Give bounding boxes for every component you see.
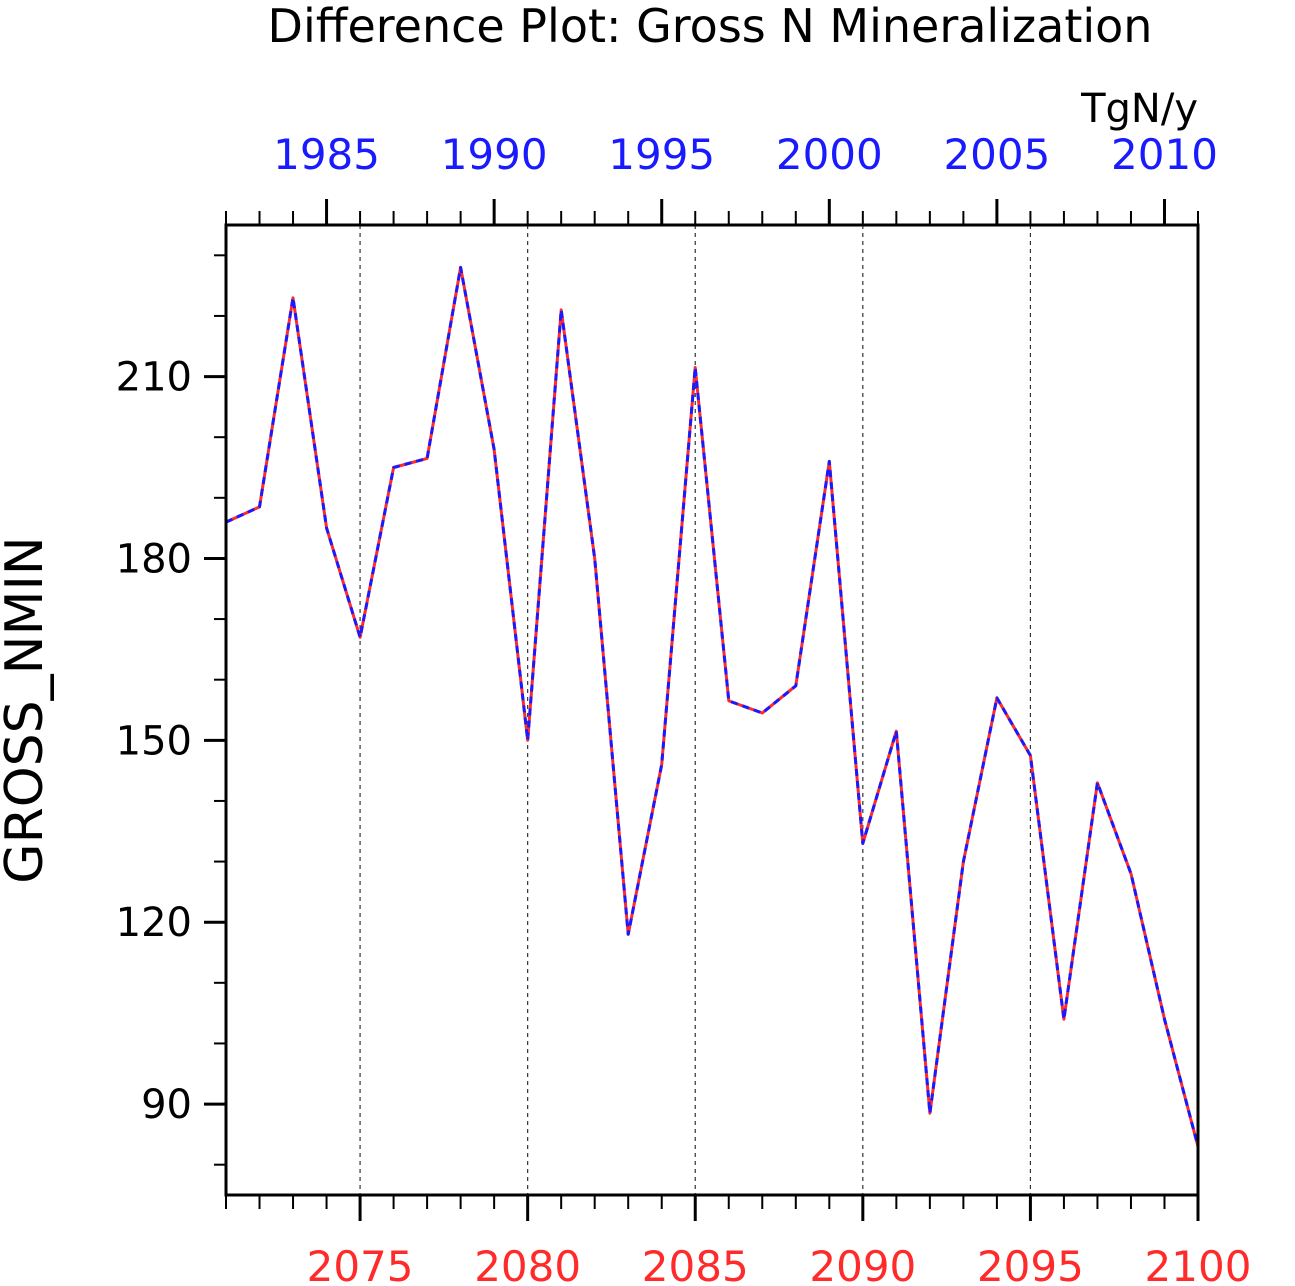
top-tick-label: 1985 bbox=[273, 130, 380, 179]
plot-frame bbox=[224, 223, 1200, 1197]
bottom-axis-labels: 2075 2080 2085 2090 2095 2100 bbox=[307, 1242, 1252, 1286]
bottom-tick-label: 2080 bbox=[474, 1242, 581, 1286]
y-tick-labels: 90 120 150 180 210 bbox=[116, 355, 192, 1129]
series-layer bbox=[225, 265, 1200, 1147]
chart-title: Difference Plot: Gross N Mineralization bbox=[268, 0, 1153, 53]
top-tick-label: 2005 bbox=[943, 130, 1050, 179]
vertical-grid bbox=[359, 225, 1032, 1195]
series-line-blue bbox=[225, 265, 1200, 1147]
series-line-red bbox=[225, 265, 1200, 1147]
top-tick-label: 1990 bbox=[441, 130, 548, 179]
units-label: TgN/y bbox=[1080, 86, 1198, 132]
y-tick-label: 180 bbox=[116, 536, 192, 582]
y-tick-label: 210 bbox=[116, 355, 192, 401]
y-axis-label: GROSS_NMIN bbox=[0, 536, 55, 883]
top-axis-labels: 1985 1990 1995 2000 2005 2010 bbox=[273, 130, 1218, 179]
y-tick-label: 90 bbox=[141, 1082, 192, 1128]
top-tick-label: 2010 bbox=[1111, 130, 1218, 179]
bottom-tick-label: 2075 bbox=[307, 1242, 414, 1286]
bottom-tick-label: 2100 bbox=[1145, 1242, 1252, 1286]
top-tick-label: 2000 bbox=[776, 130, 883, 179]
bottom-tick-label: 2085 bbox=[642, 1242, 749, 1286]
tick-marks bbox=[204, 199, 1200, 1221]
bottom-tick-label: 2095 bbox=[977, 1242, 1084, 1286]
top-tick-label: 1995 bbox=[608, 130, 715, 179]
y-tick-label: 150 bbox=[116, 718, 192, 764]
y-tick-label: 120 bbox=[116, 900, 192, 946]
bottom-tick-label: 2090 bbox=[809, 1242, 916, 1286]
